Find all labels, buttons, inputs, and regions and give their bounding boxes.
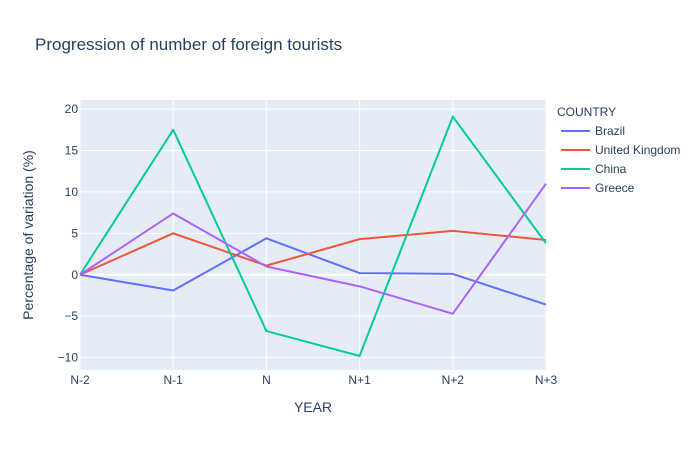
x-axis-ticks: N-2 N-1 N N+1 N+2 N+3 xyxy=(70,373,557,387)
series-lines xyxy=(79,115,547,357)
y-tick-label: 20 xyxy=(65,102,79,116)
y-tick-label: 10 xyxy=(65,185,79,199)
legend-label: Brazil xyxy=(595,124,625,138)
x-tick-label: N+3 xyxy=(535,373,558,387)
legend-title: COUNTRY xyxy=(557,105,616,119)
y-tick-label: −5 xyxy=(64,309,78,323)
y-tick-label: 15 xyxy=(65,144,79,158)
y-axis-ticks: −10 −5 0 5 10 15 20 xyxy=(58,102,79,364)
x-axis-title: YEAR xyxy=(294,399,332,415)
y-tick-label: 5 xyxy=(71,226,78,240)
series-line-united-kingdom xyxy=(79,229,547,276)
y-tick-label: 0 xyxy=(71,268,78,282)
series-line-china xyxy=(79,115,547,357)
series-line-brazil xyxy=(79,237,547,306)
plot-area xyxy=(80,100,546,370)
legend-label: Greece xyxy=(595,181,635,195)
y-axis-title: Percentage of variation (%) xyxy=(20,150,36,320)
x-tick-label: N-1 xyxy=(164,373,184,387)
legend: COUNTRY Brazil United Kingdom China Greece xyxy=(557,105,680,195)
legend-label: China xyxy=(595,162,627,176)
series-line-greece xyxy=(79,183,547,315)
x-tick-label: N+1 xyxy=(348,373,371,387)
x-tick-label: N xyxy=(262,373,271,387)
y-tick-label: −10 xyxy=(58,351,79,365)
x-tick-label: N+2 xyxy=(442,373,465,387)
chart-title: Progression of number of foreign tourist… xyxy=(35,35,342,54)
x-tick-label: N-2 xyxy=(70,373,90,387)
legend-label: United Kingdom xyxy=(595,143,680,157)
